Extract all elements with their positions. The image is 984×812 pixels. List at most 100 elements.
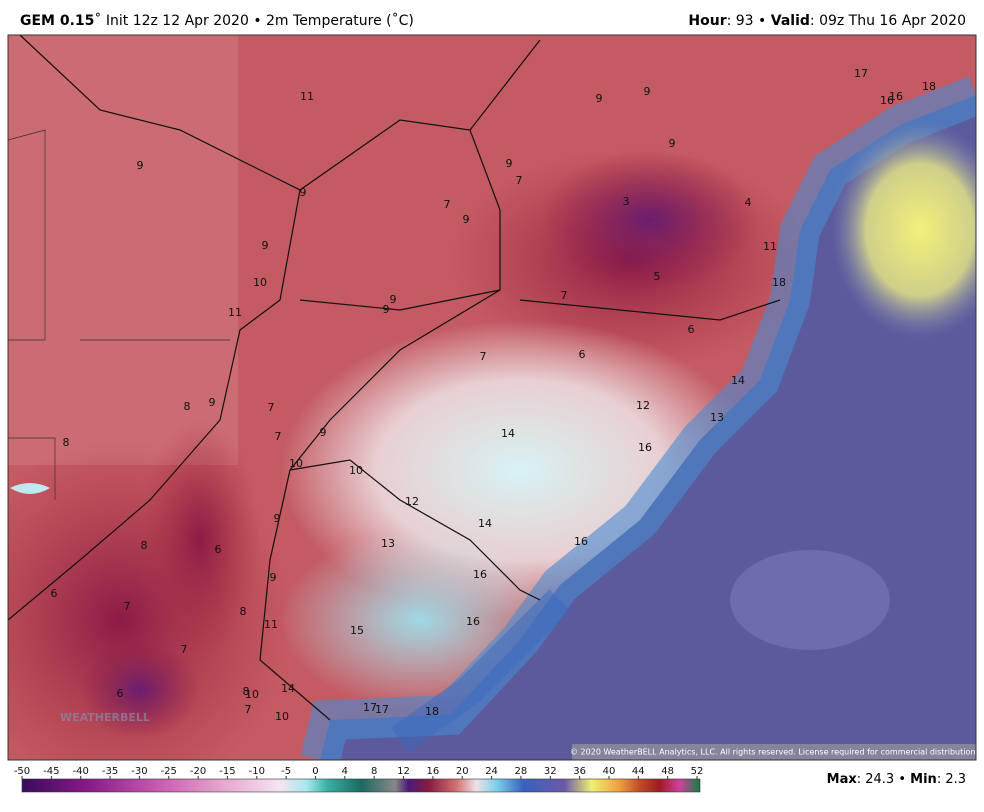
- map-label: 9: [209, 396, 216, 409]
- map-label: 14: [501, 427, 515, 440]
- map-label: 13: [381, 537, 395, 550]
- map-label: 7: [480, 350, 487, 363]
- map-label: 18: [922, 80, 936, 93]
- colorbar-tick-label: -25: [161, 766, 177, 777]
- cold-core: [540, 150, 760, 290]
- min-label: Min: [910, 772, 937, 787]
- map-label: 14: [731, 374, 745, 387]
- map-label: 17: [363, 701, 377, 714]
- map-label: 7: [275, 430, 282, 443]
- map-label: 11: [264, 618, 278, 631]
- map-label: 11: [228, 306, 242, 319]
- map-label: 7: [124, 600, 131, 613]
- min-value: : 2.3: [937, 772, 966, 787]
- map-label: 6: [688, 323, 695, 336]
- map-label: 18: [425, 705, 439, 718]
- colorbar-tick-label: -10: [249, 766, 265, 777]
- map-label: 9: [270, 571, 277, 584]
- map-label: 10: [349, 464, 363, 477]
- colorbar-tick-label: 4: [342, 766, 348, 777]
- colorbar-tick-label: -40: [73, 766, 89, 777]
- map-label: 11: [300, 90, 314, 103]
- map-label: 13: [710, 411, 724, 424]
- map-label: 16: [466, 615, 480, 628]
- map-label: 7: [561, 289, 568, 302]
- colorbar-tick-label: 48: [661, 766, 674, 777]
- map-label: 16: [889, 90, 903, 103]
- map-label: 16: [473, 568, 487, 581]
- map-label: 9: [320, 426, 327, 439]
- map-label: 7: [268, 401, 275, 414]
- colorbar-tick-label: 24: [485, 766, 498, 777]
- hour-value: : 93 •: [727, 13, 767, 29]
- map-label: 7: [444, 198, 451, 211]
- land-shade: [8, 35, 238, 465]
- model: GEM 0.15: [20, 13, 94, 29]
- map-label: 9: [137, 159, 144, 172]
- colorbar-tick-label: -5: [281, 766, 291, 777]
- map-label: 14: [281, 682, 295, 695]
- map-label: 15: [350, 624, 364, 637]
- colorbar-tick-label: -50: [14, 766, 30, 777]
- colorbar-tick-label: 32: [544, 766, 557, 777]
- map-label: 17: [854, 67, 868, 80]
- map-label: 5: [654, 270, 661, 283]
- header-left: GEM 0.15˚ Init 12z 12 Apr 2020 • 2m Temp…: [20, 12, 414, 29]
- colorbar-tick-label: 40: [603, 766, 616, 777]
- cold-core: [80, 640, 200, 740]
- warm-ocean: [830, 120, 976, 340]
- hour-label: Hour: [688, 13, 726, 29]
- map-label: 6: [579, 348, 586, 361]
- map-label: 9: [274, 512, 281, 525]
- map-label: 9: [300, 186, 307, 199]
- colorbar-tick-label: 36: [573, 766, 586, 777]
- map-label: 9: [383, 303, 390, 316]
- map-label: 10: [253, 276, 267, 289]
- colorbar-tick-label: 0: [312, 766, 318, 777]
- cold-area: [140, 420, 260, 660]
- colorbar-ticks: -50 -45 -40 -35 -30 -25 -20 -15 -10 -5 0 4 8 12 16 20 24…: [14, 766, 703, 779]
- colorbar-tick-label: -15: [219, 766, 235, 777]
- colorbar-tick-label: -30: [131, 766, 147, 777]
- map-label: 10: [275, 710, 289, 723]
- copyright: © 2020 WeatherBELL Analytics, LLC. All r…: [570, 748, 978, 757]
- valid-value: : 09z Thu 16 Apr 2020: [810, 13, 966, 29]
- max-value: : 24.3 •: [857, 772, 906, 787]
- colorbar: [21, 778, 701, 793]
- map-label: 12: [405, 495, 419, 508]
- colorbar-tick-label: -45: [43, 766, 59, 777]
- copyright-box: [572, 744, 976, 760]
- map-label: 8: [243, 685, 250, 698]
- map-label: 7: [245, 703, 252, 716]
- map-label: 6: [117, 687, 124, 700]
- map-label: 9: [644, 85, 651, 98]
- map-label: 16: [574, 535, 588, 548]
- borders: [8, 129, 230, 500]
- colorbar-tick-label: 44: [632, 766, 645, 777]
- map-label: 6: [215, 543, 222, 556]
- map-label: 16: [638, 441, 652, 454]
- map-label: 10: [245, 688, 259, 701]
- colorbar-tick-label: 20: [456, 766, 469, 777]
- map-label: 7: [181, 643, 188, 656]
- colorbar-tick-label: -35: [102, 766, 118, 777]
- colorbar-tick-label: 28: [515, 766, 528, 777]
- colorbar-tick-label: 12: [397, 766, 410, 777]
- map-label: 8: [184, 400, 191, 413]
- lake: [10, 483, 50, 494]
- map-label: 4: [745, 196, 752, 209]
- map-label: 9: [506, 157, 513, 170]
- max-label: Max: [827, 772, 858, 787]
- colorbar-tick-label: 8: [371, 766, 377, 777]
- map-label: 9: [390, 293, 397, 306]
- logo: WEATHERBELL: [60, 711, 150, 724]
- run-info: ˚ Init 12z 12 Apr 2020 • 2m Temperature …: [94, 12, 413, 29]
- map-label: 3: [623, 195, 630, 208]
- map-label: 8: [240, 605, 247, 618]
- map-label: 11: [763, 240, 777, 253]
- map-label: 6: [51, 587, 58, 600]
- map-label: 10: [289, 457, 303, 470]
